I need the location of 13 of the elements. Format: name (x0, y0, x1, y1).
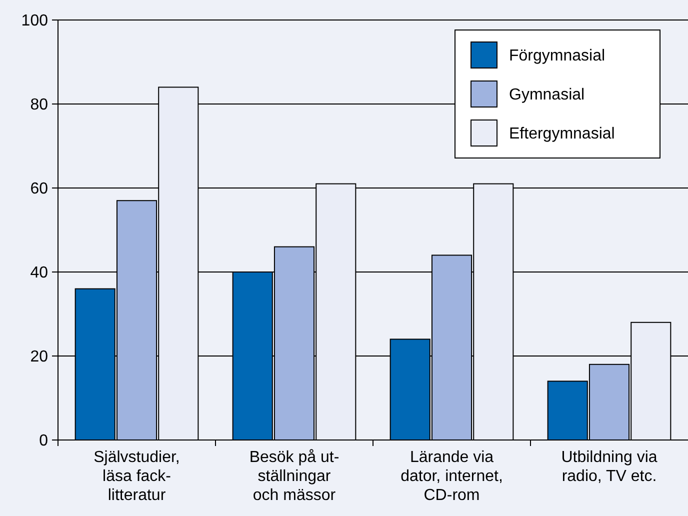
x-tick-label: Utbildning via radio, TV etc. (561, 449, 658, 485)
y-tick-label: 40 (30, 264, 48, 282)
y-tick-label: 80 (30, 96, 48, 114)
y-tick-label: 100 (21, 12, 48, 30)
y-tick-label: 60 (30, 180, 48, 198)
x-tick-label: Lärande via dator, internet, CD-rom (400, 449, 503, 504)
legend-label: Gymnasial (509, 86, 585, 104)
legend-label: Eftergymnasial (509, 126, 615, 143)
y-tick-label: 20 (30, 348, 48, 366)
y-tick-label: 0 (39, 432, 48, 450)
legend-label: Förgymnasial (509, 48, 606, 65)
x-tick-label: Självstudier, läsa fack- litteratur (94, 449, 180, 504)
x-tick-label: Besök på ut- ställningar och mässor (249, 449, 340, 504)
